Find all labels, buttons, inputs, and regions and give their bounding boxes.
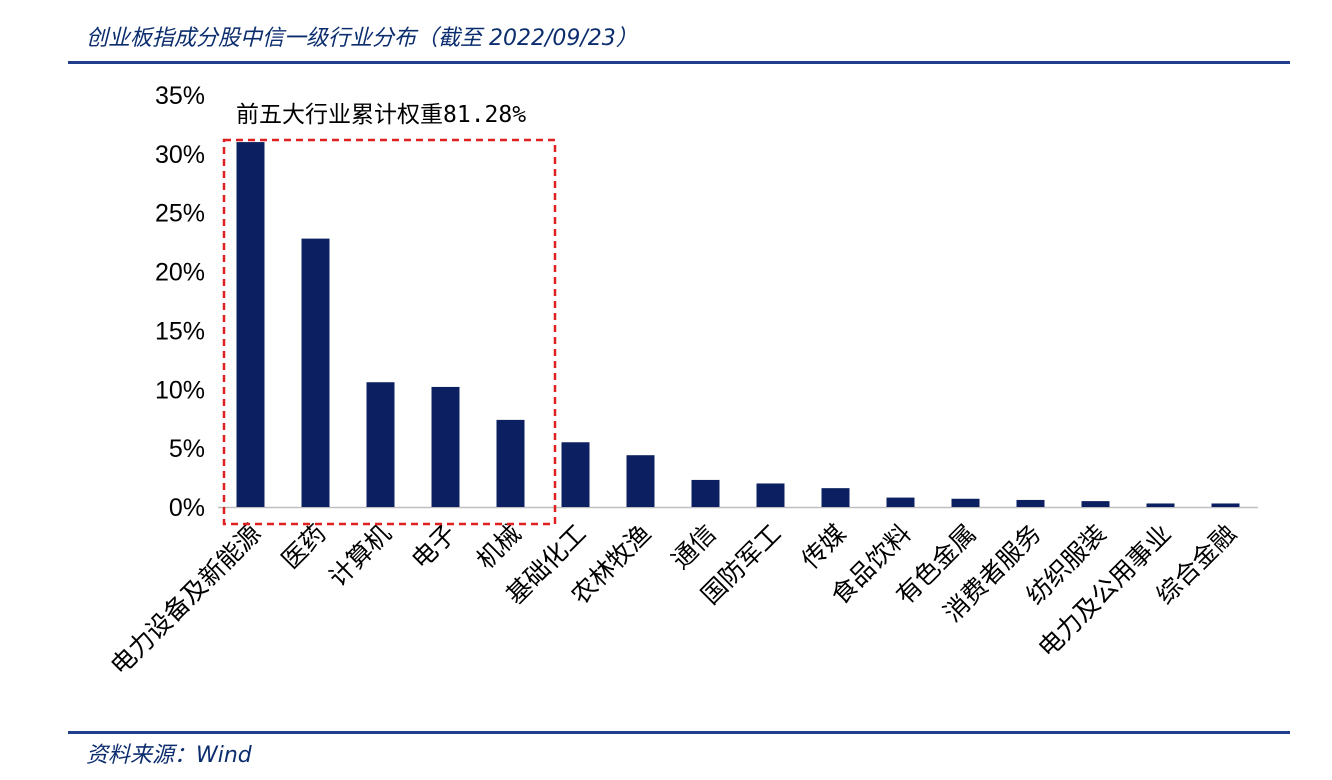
bar xyxy=(496,419,525,507)
bar xyxy=(951,498,980,507)
source-note: 资料来源：Wind xyxy=(86,743,252,768)
header-rule xyxy=(68,61,1290,64)
bar xyxy=(1146,503,1175,507)
y-tick-label: 10% xyxy=(155,376,205,404)
y-tick-label: 0% xyxy=(169,494,205,522)
category-label: 传媒 xyxy=(796,519,852,575)
y-tick-label: 25% xyxy=(155,200,205,228)
y-tick-label: 30% xyxy=(155,141,205,169)
bar xyxy=(886,497,915,507)
bar xyxy=(626,455,655,507)
category-label: 计算机 xyxy=(323,519,397,593)
y-tick-label: 5% xyxy=(169,435,205,463)
bar xyxy=(431,386,460,507)
footer-rule xyxy=(68,731,1290,734)
annotation-label: 前五大行业累计权重81.28% xyxy=(236,102,526,128)
highlight-box xyxy=(222,138,557,526)
category-label: 通信 xyxy=(666,519,722,575)
category-label: 电力设备及新能源 xyxy=(105,519,267,681)
bar xyxy=(1081,501,1110,507)
bar xyxy=(236,142,265,508)
y-tick-label: 35% xyxy=(155,82,205,110)
bar xyxy=(691,479,720,507)
bar xyxy=(1211,503,1240,507)
bar xyxy=(821,488,850,507)
bar xyxy=(1016,499,1045,507)
category-label: 电子 xyxy=(406,519,462,575)
chart-title: 创业板指成分股中信一级行业分布（截至 2022/09/23） xyxy=(86,26,638,51)
y-tick-label: 20% xyxy=(155,259,205,287)
bar xyxy=(301,238,330,507)
category-label: 医药 xyxy=(276,519,332,575)
category-label: 机械 xyxy=(471,519,527,575)
bar xyxy=(756,483,785,507)
bar xyxy=(561,442,590,507)
bar xyxy=(366,382,395,507)
y-tick-label: 15% xyxy=(155,317,205,345)
